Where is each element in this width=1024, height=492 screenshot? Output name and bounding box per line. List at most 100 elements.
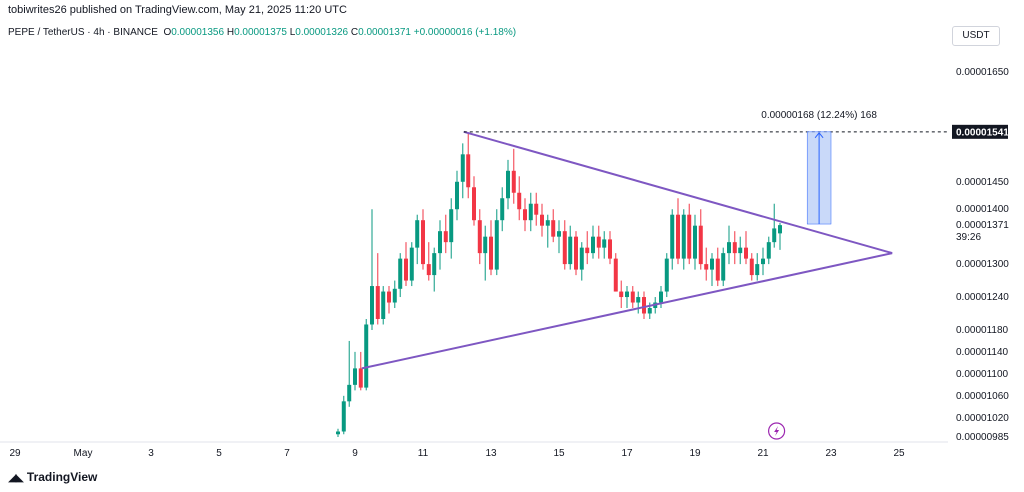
high-value: 0.00001375	[234, 27, 287, 38]
y-tick-label: 0.00001450	[956, 177, 1009, 188]
candle-body	[749, 258, 754, 276]
candle-body	[415, 220, 420, 248]
candle-up	[364, 318, 369, 391]
candle-down	[540, 203, 544, 237]
candle-up	[449, 198, 454, 259]
candle-down	[704, 247, 709, 281]
target-price-label: 0.00001541	[956, 127, 1009, 138]
candle-body	[540, 214, 544, 226]
lightning-icon	[767, 422, 786, 440]
tradingview-footer: ◢◣ TradingView	[8, 470, 97, 484]
x-tick-label: 9	[352, 448, 358, 459]
candle-up	[528, 192, 533, 232]
candle-up	[347, 340, 352, 407]
candle-up	[494, 209, 499, 276]
candle-body	[562, 231, 567, 265]
candle-up	[681, 209, 686, 270]
close-key: C	[350, 27, 359, 38]
candle-down	[642, 291, 646, 319]
candles-layer	[336, 132, 782, 437]
candle-down	[585, 231, 590, 265]
candle-body	[409, 247, 414, 281]
candle-body	[642, 297, 646, 314]
candle-body	[455, 181, 459, 210]
candle-body	[381, 291, 386, 319]
candle-down	[562, 220, 567, 270]
candle-down	[472, 176, 476, 226]
candle-body	[364, 324, 369, 388]
x-tick-label: 21	[757, 448, 769, 459]
x-tick-label: May	[74, 448, 93, 459]
candle-body	[676, 214, 680, 259]
candle-up	[591, 225, 595, 259]
candle-body	[336, 431, 340, 435]
candle-body	[630, 291, 635, 303]
candle-down	[613, 253, 618, 292]
candle-body	[387, 291, 391, 303]
symbol-bar: PEPE / TetherUS · 4h · BINANCE O0.000013…	[8, 27, 516, 38]
y-tick-label: 0.00000985	[956, 432, 1009, 443]
candle-body	[398, 258, 403, 289]
candle-up	[693, 214, 697, 270]
candle-body	[664, 258, 669, 292]
candle-up	[659, 286, 663, 309]
candle-body	[483, 236, 488, 254]
candle-body	[460, 154, 465, 182]
candle-down	[387, 286, 391, 314]
candle-up	[460, 143, 465, 199]
candle-down	[744, 231, 748, 265]
triangle-lower-line	[361, 252, 893, 370]
candle-up	[557, 220, 561, 254]
candle-up	[738, 236, 743, 265]
drawings-layer	[361, 130, 948, 370]
candle-body	[732, 242, 737, 254]
candle-up	[664, 253, 669, 298]
tradingview-logo-icon: ◢◣	[8, 471, 24, 484]
price-axis[interactable]: 0.00001650 0.00001450 0.00001400 0.00001300…	[956, 67, 1009, 443]
candle-up	[455, 170, 459, 221]
candle-down	[426, 242, 431, 281]
candle-body	[517, 192, 522, 210]
candle-up	[483, 225, 488, 281]
y-tick-label: 0.00001240	[956, 292, 1009, 303]
candle-body	[353, 368, 357, 385]
candle-down	[375, 253, 380, 325]
candle-down	[749, 253, 754, 281]
candle-body	[613, 258, 618, 292]
time-axis[interactable]: 29 May 3 5 7 9 11 13 15 17 19 21 23 25	[0, 441, 948, 459]
candle-body	[449, 209, 454, 243]
candle-down	[511, 148, 516, 204]
candle-body	[766, 242, 771, 259]
candle-up	[625, 286, 629, 309]
candle-body	[489, 236, 493, 270]
x-tick-label: 25	[893, 448, 905, 459]
triangle-upper-line	[463, 130, 893, 255]
candle-down	[551, 209, 556, 243]
candle-body	[670, 214, 675, 259]
candle-down	[608, 231, 612, 265]
attribution-text: tobiwrites26 published on TradingView.co…	[8, 4, 347, 16]
candle-down	[596, 225, 601, 259]
currency-button[interactable]: USDT	[952, 26, 1000, 46]
candle-body	[370, 286, 374, 325]
low-key: L	[289, 27, 296, 38]
candle-body	[500, 198, 505, 221]
candle-up	[336, 428, 340, 437]
candle-body	[602, 239, 607, 248]
candle-down	[489, 220, 493, 276]
candle-down	[523, 198, 527, 232]
candle-body	[659, 291, 663, 303]
candle-up	[636, 291, 641, 314]
y-tick-label: 0.00001180	[956, 325, 1009, 336]
symbol-name[interactable]: PEPE / TetherUS · 4h · BINANCE	[8, 27, 158, 38]
candle-body	[347, 384, 352, 402]
x-tick-label: 29	[9, 448, 21, 459]
candle-body	[591, 236, 595, 254]
low-value: 0.00001326	[295, 27, 349, 38]
labels-layer: 0.00000168 (12.24%) 168 0.00001541 0.00001…	[761, 110, 1009, 440]
candle-body	[755, 264, 760, 276]
candle-body	[761, 258, 765, 265]
candle-down	[687, 203, 692, 265]
measure-label: 0.00000168 (12.24%) 168	[761, 110, 877, 121]
